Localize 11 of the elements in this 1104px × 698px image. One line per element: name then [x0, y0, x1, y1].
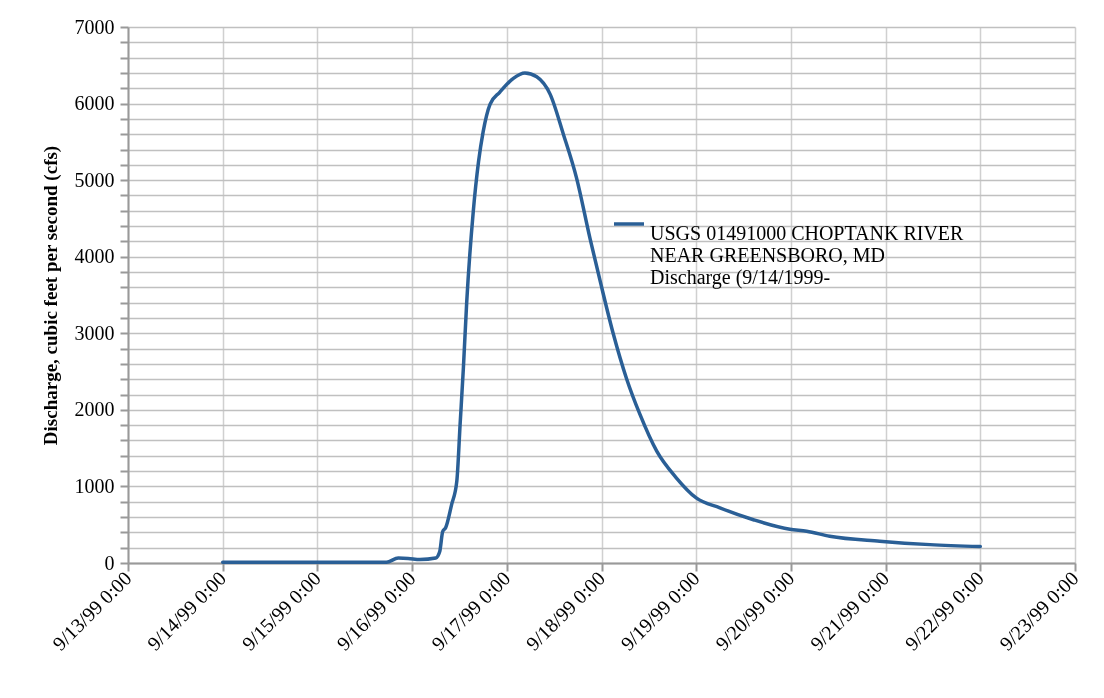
y-tick-label: 5000	[74, 168, 115, 191]
y-tick-label: 7000	[74, 15, 115, 38]
y-tick-label: 2000	[74, 398, 115, 421]
line-series	[220, 71, 983, 564]
y-tick-label: 1000	[74, 474, 115, 497]
y-axis-title: Discharge, cubic feet per second (cfs)	[39, 145, 62, 446]
y-tick-label: 6000	[74, 92, 115, 115]
y-tick-label: 3000	[74, 321, 115, 344]
y-tick-label: 4000	[74, 245, 115, 268]
legend-label: USGS 01491000 CHOPTANK RIVER NEAR GREENSBORO, MD Discharge (9/14/1999-	[650, 222, 965, 289]
y-tick-label: 0	[104, 551, 115, 574]
